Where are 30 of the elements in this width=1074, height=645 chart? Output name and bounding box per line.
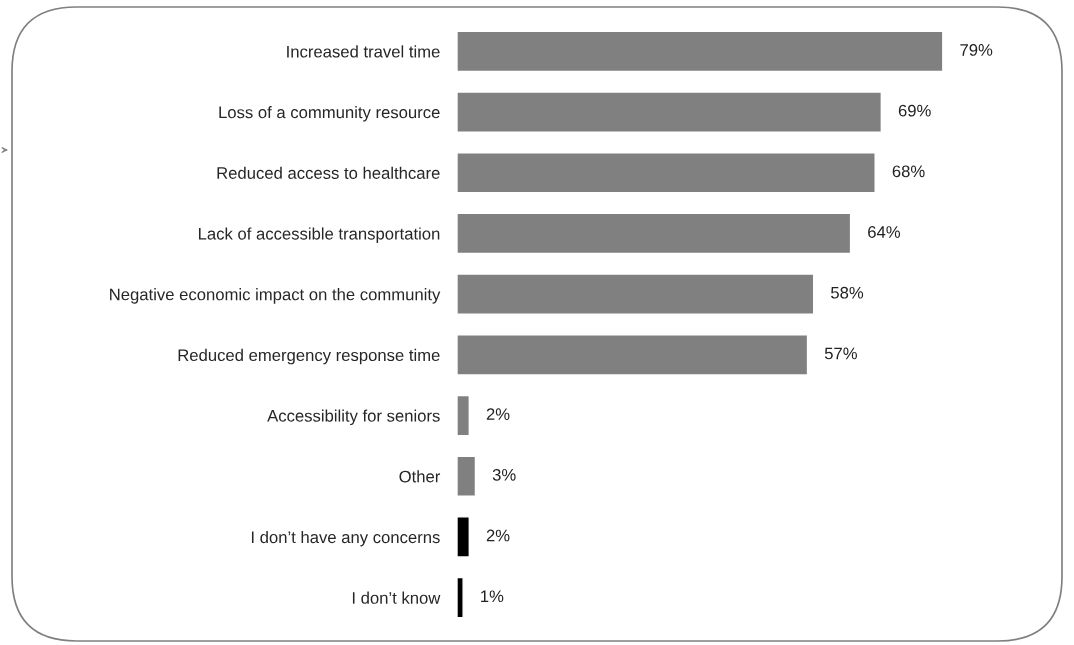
data-label: 79% (960, 44, 993, 56)
y-tick-label: Increased travel time (287, 45, 440, 58)
bar (457, 152, 876, 194)
y-tick-label: I don’t know (352, 591, 441, 604)
data-label: 69% (898, 104, 931, 117)
bar (457, 394, 470, 437)
data-label: 2% (486, 408, 510, 420)
data-label: 64% (868, 226, 901, 238)
bar (457, 273, 815, 315)
data-label: 2% (486, 529, 510, 542)
y-tick-label: Loss of a community resource (219, 106, 440, 122)
y-tick-label: Reduced emergency response time (178, 348, 440, 365)
data-label: 57% (824, 347, 857, 360)
y-tick-label: Accessibility for seniors (267, 409, 440, 426)
data-label: 68% (892, 165, 925, 178)
bar (457, 576, 464, 619)
y-tick-label: Reduced access to healthcare (217, 166, 440, 179)
bar (457, 212, 852, 255)
bar (457, 516, 470, 558)
data-label: 1% (481, 590, 504, 603)
bar (457, 455, 477, 497)
bar (457, 30, 944, 73)
y-tick-label: Other (399, 470, 441, 483)
data-label: 3% (492, 468, 516, 481)
y-tick-label: Negative economic impact on the community (110, 288, 441, 304)
bar (457, 334, 809, 376)
bar (457, 91, 883, 133)
y-tick-label: I don’t have any concerns (251, 530, 440, 547)
data-label: 58% (831, 286, 864, 299)
y-tick-label: Lack of accessible transportation (198, 227, 440, 243)
